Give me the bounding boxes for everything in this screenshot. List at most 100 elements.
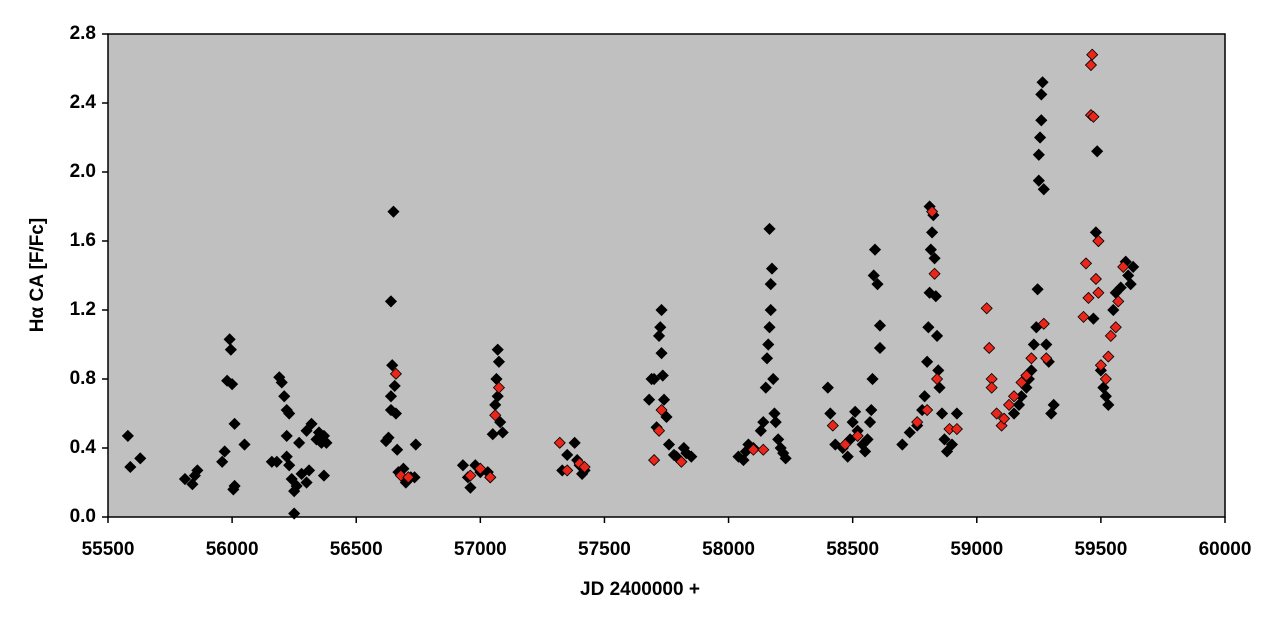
point: [489, 409, 502, 422]
point: [238, 438, 251, 451]
point: [223, 333, 236, 346]
point: [1031, 283, 1044, 296]
point: [1086, 48, 1099, 61]
x-tick-label: 57500: [578, 539, 631, 560]
point: [293, 436, 306, 449]
point: [388, 379, 401, 392]
point: [990, 407, 1003, 420]
point: [494, 416, 507, 429]
point: [1107, 303, 1120, 317]
point: [1032, 148, 1045, 161]
point: [655, 403, 668, 417]
point: [648, 454, 661, 467]
point: [290, 479, 303, 493]
point: [226, 378, 239, 391]
point: [1117, 260, 1130, 273]
point: [456, 459, 470, 472]
y-tick-label: 2.0: [70, 161, 96, 182]
point: [474, 462, 487, 475]
point: [930, 329, 944, 342]
point: [983, 341, 996, 355]
point: [305, 417, 318, 430]
x-tick-label: 60000: [1199, 539, 1252, 560]
point: [1036, 76, 1049, 89]
point: [1025, 352, 1038, 365]
point: [561, 464, 574, 477]
point: [980, 302, 993, 315]
point: [1032, 174, 1045, 187]
point: [839, 438, 852, 451]
point: [763, 222, 776, 235]
point: [1015, 376, 1028, 389]
point: [1077, 310, 1090, 323]
point: [491, 390, 504, 403]
point: [950, 422, 963, 436]
x-tick-label: 56000: [206, 539, 259, 560]
point: [302, 464, 316, 477]
x-tick-label: 59500: [1074, 539, 1127, 560]
point: [1040, 338, 1053, 351]
point: [655, 303, 668, 317]
point: [654, 321, 667, 334]
point: [861, 433, 874, 446]
point: [1102, 350, 1115, 363]
point: [1089, 272, 1102, 286]
point: [933, 381, 946, 394]
point: [492, 355, 506, 368]
point: [389, 407, 403, 420]
point: [283, 459, 296, 472]
point: [1084, 58, 1098, 72]
point: [1087, 110, 1100, 123]
point: [923, 286, 936, 299]
point: [492, 381, 506, 394]
point: [1027, 338, 1040, 351]
point: [824, 407, 837, 420]
point: [921, 355, 934, 368]
point: [178, 472, 192, 486]
point: [188, 469, 201, 482]
point: [382, 431, 395, 444]
y-tick-label: 2.4: [70, 92, 97, 113]
point: [1035, 114, 1048, 127]
point: [288, 507, 301, 520]
point: [945, 438, 959, 451]
point: [754, 424, 767, 437]
point: [387, 205, 400, 218]
point: [228, 479, 241, 493]
point: [218, 445, 231, 458]
point: [1109, 321, 1122, 334]
point: [930, 372, 944, 386]
point: [1002, 398, 1016, 411]
point: [1007, 407, 1021, 420]
x-axis-label: JD 2400000 +: [580, 579, 700, 600]
point: [1034, 131, 1047, 144]
point: [1092, 286, 1105, 299]
point: [763, 321, 776, 334]
point: [998, 412, 1011, 425]
point: [320, 436, 333, 449]
point: [747, 443, 760, 456]
point: [561, 448, 574, 461]
point: [1037, 183, 1050, 196]
point: [896, 438, 909, 451]
point: [863, 416, 877, 429]
point: [1035, 88, 1048, 101]
point: [826, 419, 839, 432]
point: [1007, 390, 1021, 403]
point: [685, 450, 698, 463]
point: [657, 393, 671, 406]
point: [402, 471, 415, 484]
point: [873, 341, 887, 355]
point: [228, 417, 241, 430]
point: [300, 424, 313, 437]
point: [760, 352, 774, 365]
point: [278, 390, 291, 403]
point: [656, 369, 669, 382]
point: [921, 403, 934, 417]
point: [1037, 317, 1050, 330]
point: [224, 343, 237, 356]
point: [903, 426, 916, 439]
point: [300, 476, 313, 489]
point: [928, 267, 941, 280]
point: [384, 390, 398, 403]
